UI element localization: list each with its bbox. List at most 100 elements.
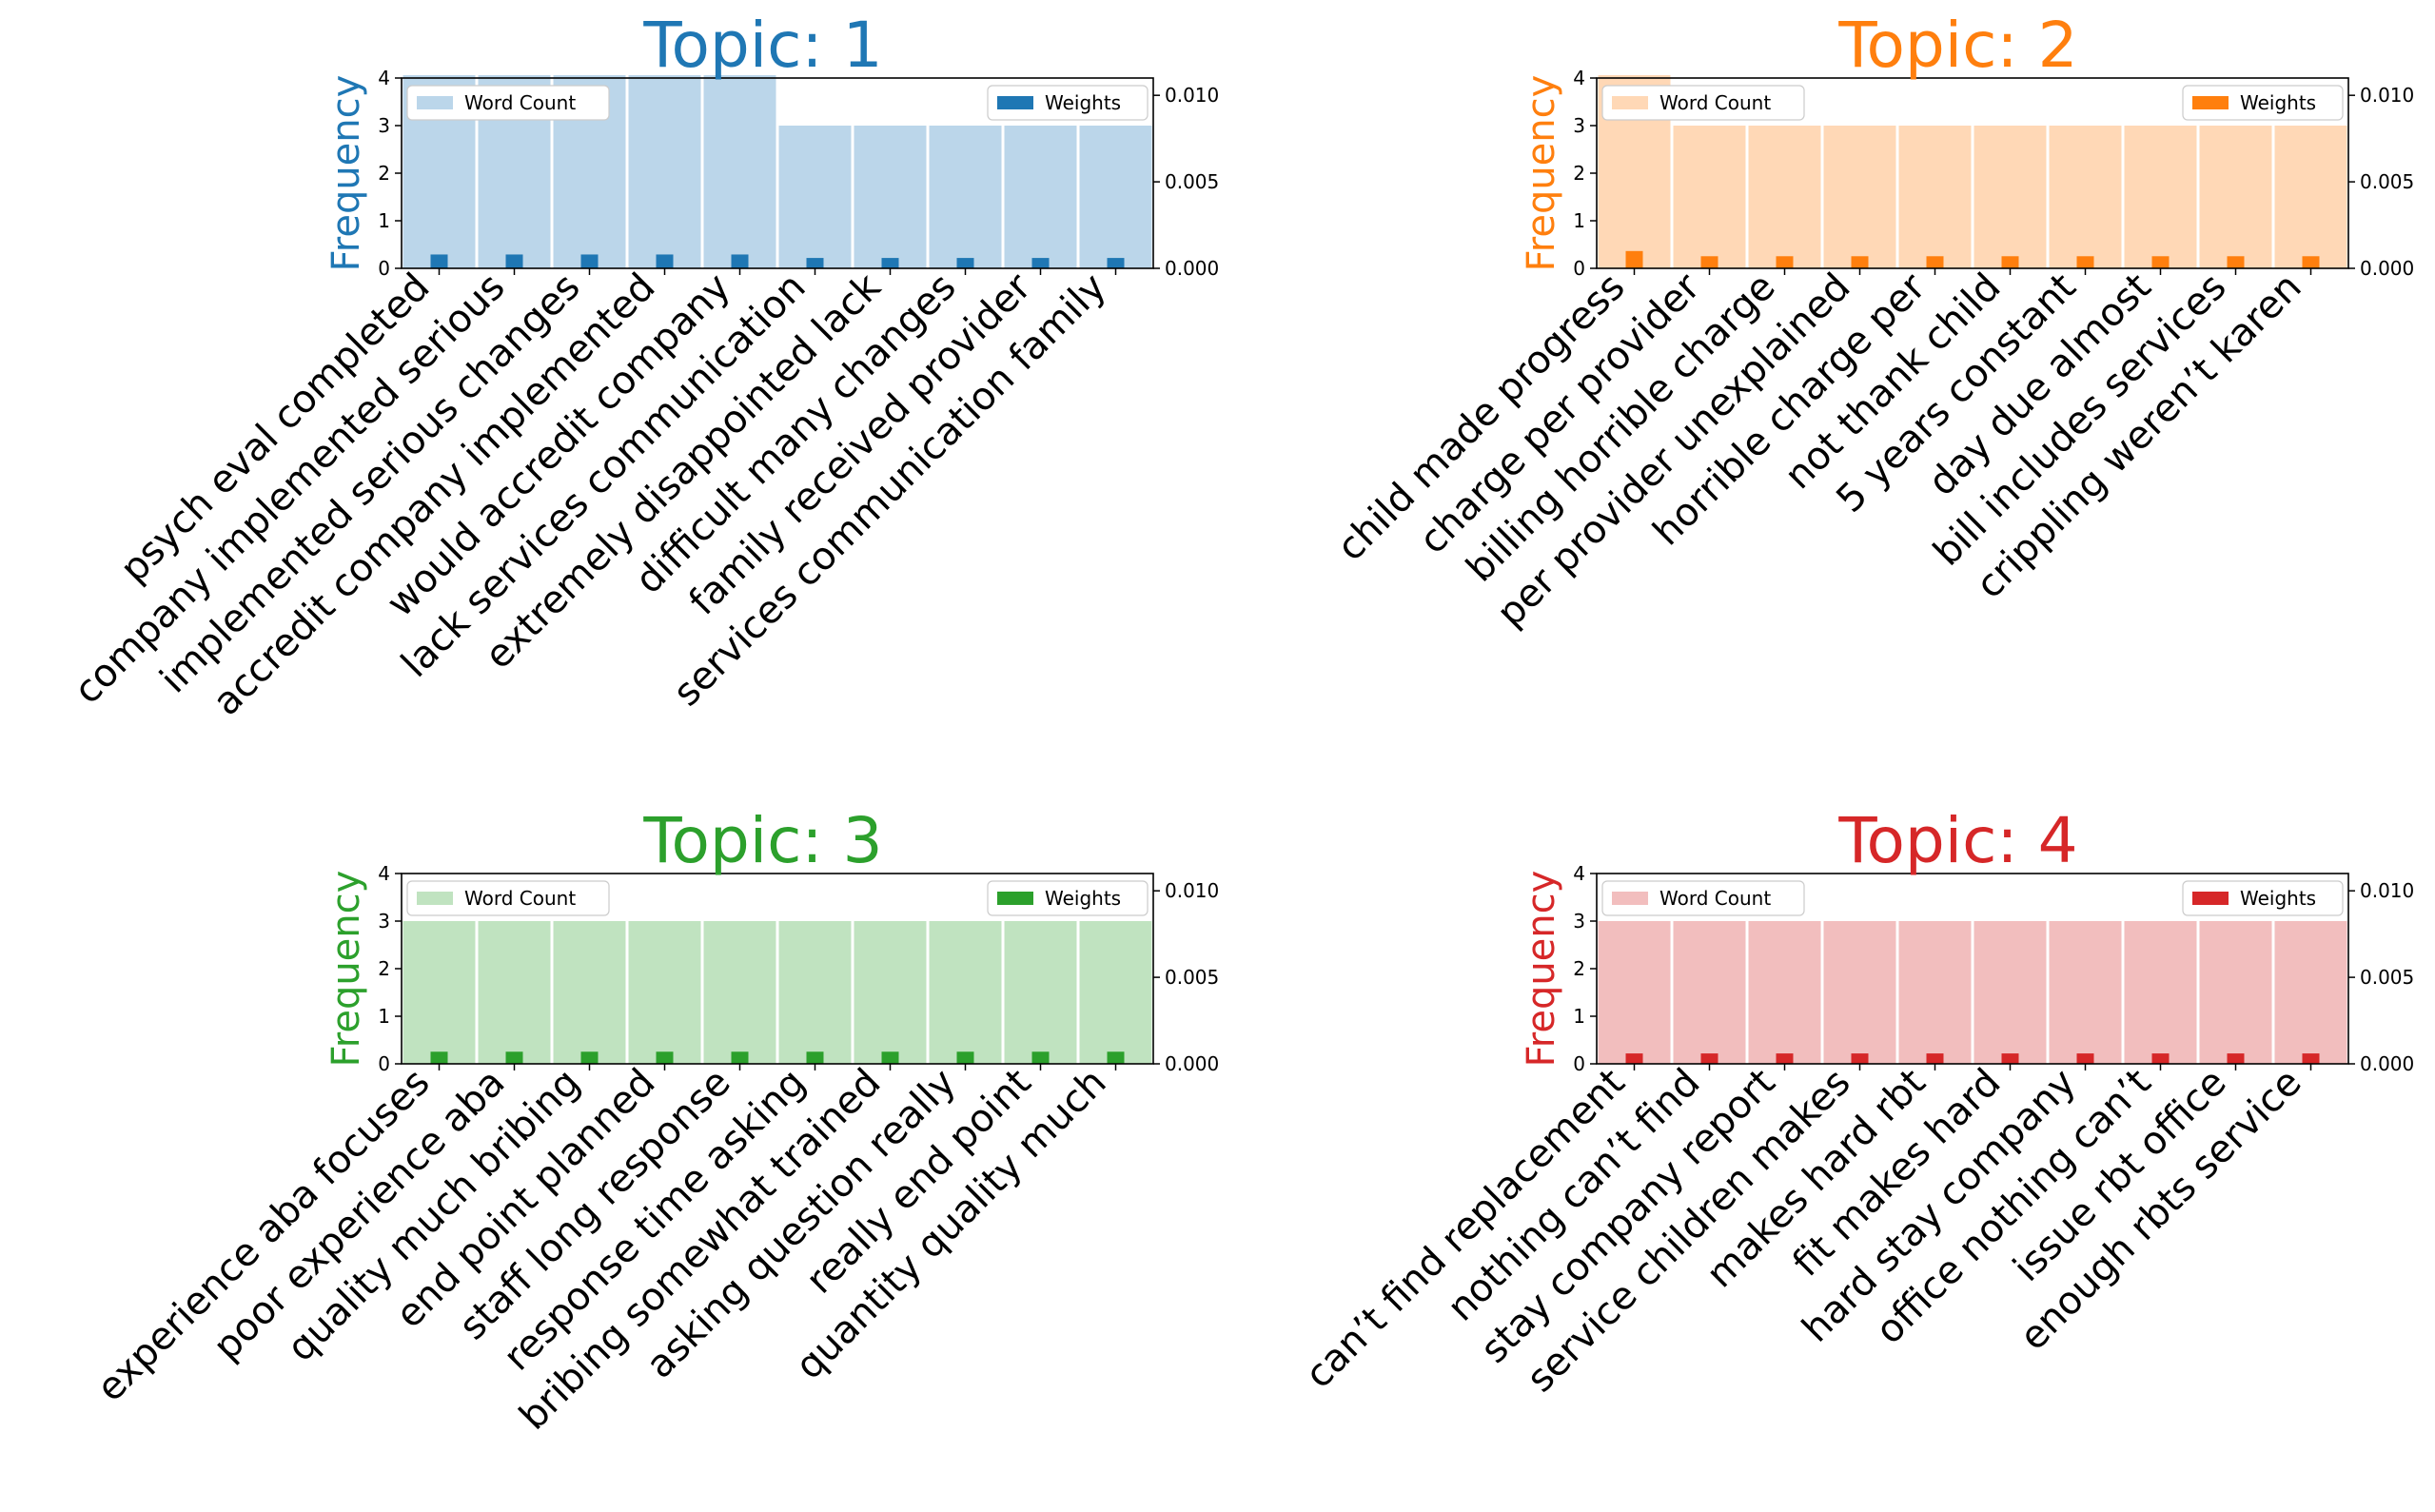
y2-tick-label: 0.000 — [1165, 1052, 1219, 1075]
word-count-bar — [1079, 921, 1152, 1064]
word-count-bar — [778, 921, 852, 1064]
weights-bar — [2151, 1053, 2170, 1064]
weights-bar — [1700, 1053, 1718, 1064]
y2-tick-label: 0.005 — [2360, 966, 2414, 989]
weights-bar — [1776, 256, 1794, 268]
word-count-bar — [1004, 126, 1077, 268]
weights-bar — [430, 1051, 448, 1064]
weights-bar — [656, 254, 674, 268]
y-tick-label: 1 — [378, 1005, 390, 1028]
word-count-bar — [1673, 921, 1746, 1064]
chart-title: Topic: 4 — [1837, 804, 2077, 877]
weights-bar — [806, 1051, 824, 1064]
legend-weights: Weights — [2182, 880, 2344, 916]
word-count-bar — [778, 126, 852, 268]
y-tick-label: 3 — [1573, 910, 1585, 933]
y2-tick-label: 0.010 — [1165, 84, 1219, 107]
y2-tick-label: 0.005 — [2360, 170, 2414, 193]
legend-weights: Weights — [987, 880, 1149, 916]
weights-bar — [1700, 256, 1718, 268]
y-tick-label: 0 — [1573, 257, 1585, 280]
weights-bar — [2076, 256, 2094, 268]
y-tick-label: 3 — [378, 114, 390, 137]
weights-bar — [2302, 256, 2320, 268]
y-axis-label: Frequency — [324, 75, 368, 272]
word-count-bar — [1898, 126, 1972, 268]
weights-bar — [881, 1051, 899, 1064]
legend-label: Weights — [1045, 887, 1121, 910]
y-tick-label: 0 — [1573, 1052, 1585, 1075]
legend-label: Weights — [1045, 91, 1121, 114]
word-count-bar — [2199, 921, 2272, 1064]
y2-tick-label: 0.005 — [1165, 966, 1219, 989]
word-count-bar — [1823, 921, 1896, 1064]
y-tick-label: 3 — [1573, 114, 1585, 137]
weights-bar — [806, 258, 824, 268]
weights-bar — [1776, 1053, 1794, 1064]
word-count-bar — [1823, 126, 1896, 268]
weights-bar — [1851, 1053, 1869, 1064]
legend-box — [1601, 880, 1805, 916]
y-tick-label: 0 — [378, 257, 390, 280]
legend-swatch — [1612, 892, 1648, 905]
word-count-bar — [854, 126, 927, 268]
legend-label: Weights — [2240, 91, 2316, 114]
word-count-bar — [703, 75, 776, 268]
y2-tick-label: 0.000 — [1165, 257, 1219, 280]
legend-swatch — [417, 892, 453, 905]
word-count-bar — [1898, 921, 1972, 1064]
weights-bar — [2151, 256, 2170, 268]
legend-swatch — [997, 96, 1033, 109]
y-tick-label: 4 — [1573, 67, 1585, 89]
weights-bar — [2227, 256, 2245, 268]
y-tick-label: 1 — [378, 209, 390, 232]
word-count-bar — [1598, 921, 1671, 1064]
weights-bar — [1926, 1053, 1944, 1064]
legend-box — [2182, 880, 2344, 916]
y2-tick-label: 0.010 — [2360, 84, 2414, 107]
y-axis-label: Frequency — [324, 871, 368, 1068]
y2-tick-label: 0.000 — [2360, 257, 2414, 280]
weights-bar — [580, 254, 599, 268]
y-tick-label: 2 — [1573, 957, 1585, 980]
legend-box — [406, 85, 610, 121]
legend-box — [2182, 85, 2344, 121]
word-count-bar — [478, 921, 551, 1064]
y-tick-label: 3 — [378, 910, 390, 933]
word-count-bar — [628, 921, 701, 1064]
legend-box — [987, 880, 1149, 916]
word-count-bar — [1974, 126, 2047, 268]
word-count-bar — [403, 921, 476, 1064]
chart-title: Topic: 1 — [642, 9, 882, 82]
weights-bar — [1031, 1051, 1050, 1064]
word-count-bar — [929, 126, 1002, 268]
y-tick-label: 4 — [378, 862, 390, 885]
legend-box — [987, 85, 1149, 121]
word-count-bar — [2049, 921, 2122, 1064]
word-count-bar — [929, 921, 1002, 1064]
weights-bar — [505, 1051, 523, 1064]
weights-bar — [2227, 1053, 2245, 1064]
legend-box — [1601, 85, 1805, 121]
weights-bar — [1107, 258, 1125, 268]
legend-swatch — [997, 892, 1033, 905]
x-tick-label: stay company report — [1472, 1061, 1783, 1372]
y-tick-label: 2 — [1573, 162, 1585, 185]
y2-tick-label: 0.005 — [1165, 170, 1219, 193]
weights-bar — [656, 1051, 674, 1064]
y-tick-label: 2 — [378, 162, 390, 185]
word-count-bar — [1673, 126, 1746, 268]
x-tick-label: billing horrible charge — [1458, 265, 1783, 591]
chart-title: Topic: 3 — [642, 804, 882, 877]
y-tick-label: 4 — [378, 67, 390, 89]
y2-tick-label: 0.010 — [2360, 879, 2414, 902]
word-count-bar — [1748, 921, 1821, 1064]
y-tick-label: 4 — [1573, 862, 1585, 885]
weights-bar — [881, 258, 899, 268]
word-count-bar — [703, 921, 776, 1064]
weights-bar — [1107, 1051, 1125, 1064]
